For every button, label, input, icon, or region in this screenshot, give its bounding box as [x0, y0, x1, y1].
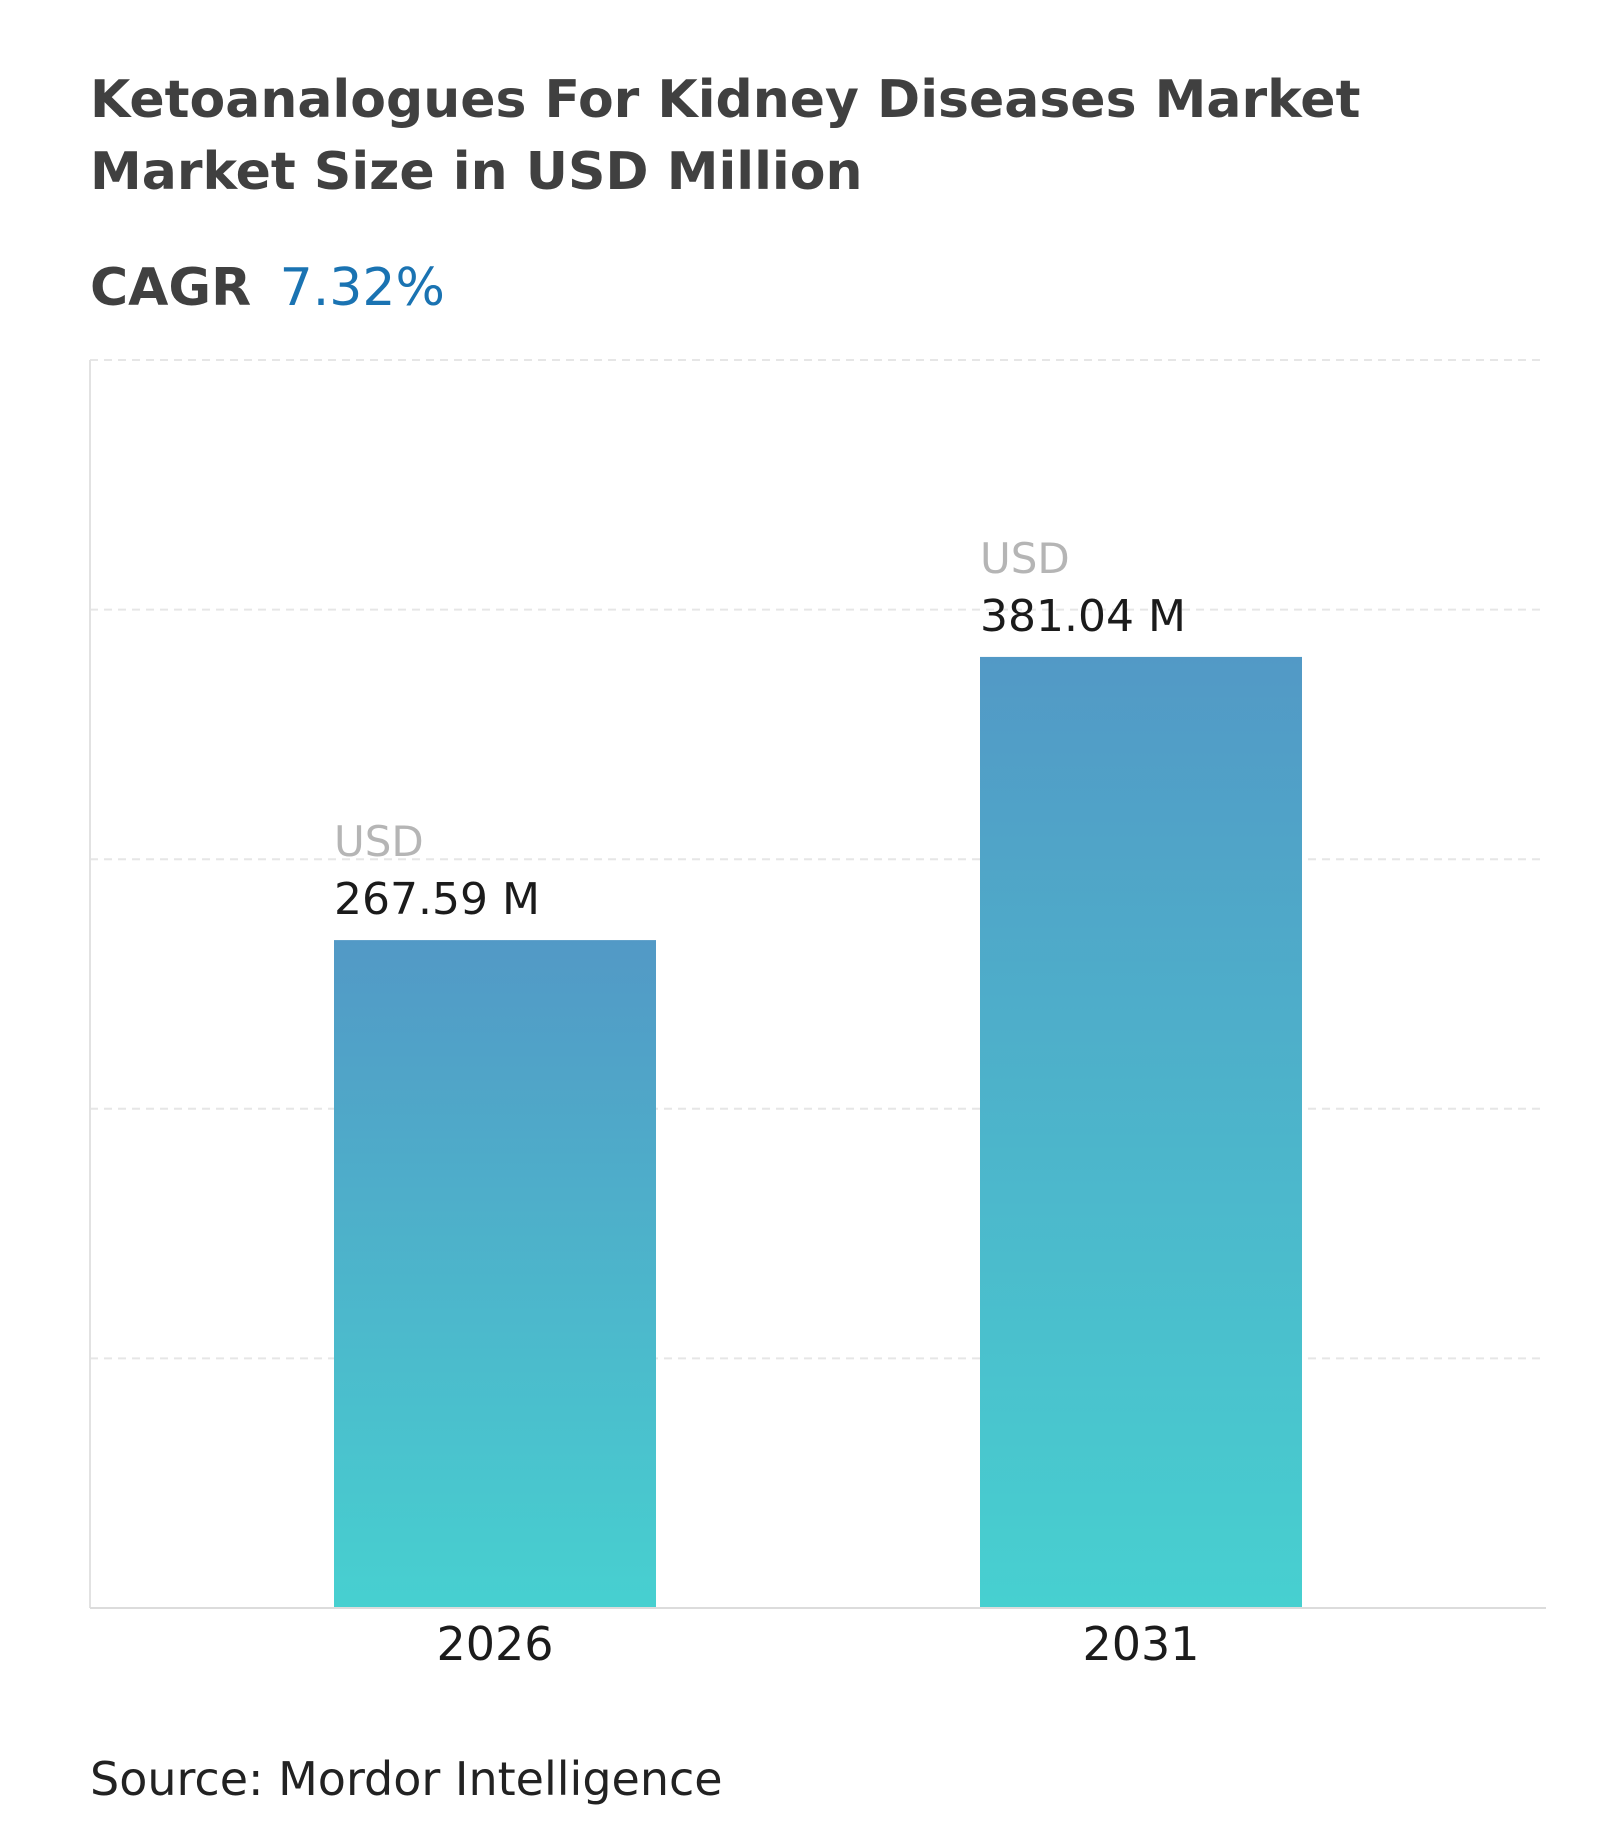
data-label-value: 381.04 M [980, 591, 1186, 642]
bar-2031 [980, 656, 1302, 1608]
chart-subtitle: Market Size in USD Million [90, 142, 863, 202]
x-tick-label: 2026 [436, 1617, 553, 1671]
labels: USD 267.59 M 2026 USD 381.04 M 2031 [334, 534, 1200, 1671]
bar-2026 [334, 940, 656, 1608]
cagr-indicator: CAGR 7.32% [90, 258, 445, 318]
data-label-prefix: USD [334, 817, 424, 866]
bars [334, 656, 1302, 1608]
gridlines [90, 359, 1546, 1360]
x-tick-label: 2031 [1082, 1617, 1199, 1671]
data-label-value: 267.59 M [334, 874, 540, 925]
cagr-value: 7.32% [279, 258, 445, 318]
cagr-label: CAGR [90, 258, 252, 318]
source-note: Source: Mordor Intelligence [90, 1752, 723, 1806]
chart-title: Ketoanalogues For Kidney Diseases Market [90, 70, 1361, 130]
data-label-prefix: USD [980, 534, 1070, 583]
